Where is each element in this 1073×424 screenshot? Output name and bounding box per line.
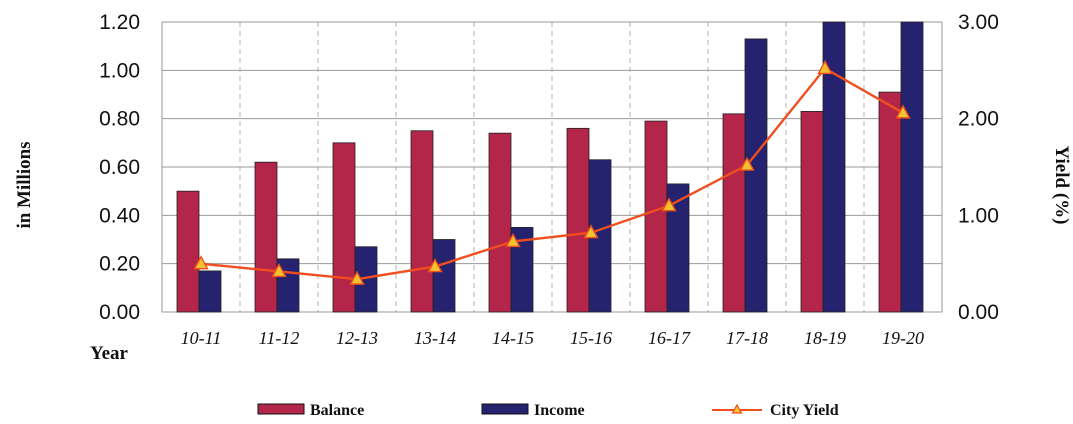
bar-income-10-11 [198, 270, 222, 313]
left-axis-ticks: 0.00 0.20 0.40 0.60 0.80 1.00 1.20 [99, 11, 140, 324]
bar-income-18-19 [822, 21, 846, 313]
y-tick-label: 0.60 [99, 156, 140, 179]
marker-city-yield-19-20 [895, 104, 911, 119]
bar-income-19-20 [900, 21, 924, 313]
x-axis-labels: 10-11 11-12 12-13 13-14 14-15 15-16 16-17 17-18… [181, 328, 924, 348]
y2-tick-label: 1.00 [958, 204, 999, 227]
plot-area [161, 21, 943, 313]
x-tick-label: 15-16 [570, 328, 612, 348]
y-tick-label: 1.00 [99, 59, 140, 82]
legend: Balance Income City Yield [257, 402, 839, 419]
bar-income-17-18 [744, 38, 768, 313]
x-tick-label: 13-14 [414, 328, 456, 348]
x-axis-title: Year [90, 343, 129, 364]
x-tick-label: 10-11 [181, 328, 222, 348]
y-tick-label: 0.20 [99, 253, 140, 276]
x-tick-label: 16-17 [648, 328, 691, 348]
y-tick-label: 0.40 [99, 204, 140, 227]
legend-label-city-yield: City Yield [770, 402, 839, 419]
y-axis-title: in Millions [14, 141, 35, 228]
bar-balance-18-19 [800, 111, 824, 313]
bar-balance-11-12 [254, 161, 278, 313]
x-tick-label: 11-12 [259, 328, 300, 348]
legend-swatch-balance [257, 403, 305, 415]
city-yield-line [193, 59, 911, 285]
marker-city-yield-12-13 [349, 270, 365, 285]
right-axis-ticks: 0.00 1.00 2.00 3.00 [958, 11, 999, 324]
bar-balance-13-14 [410, 130, 434, 313]
bar-balance-14-15 [488, 132, 512, 313]
bar-income-16-17 [666, 183, 690, 313]
y-tick-label: 0.80 [99, 108, 140, 131]
legend-label-balance: Balance [310, 402, 364, 419]
bar-balance-17-18 [722, 113, 746, 313]
marker-city-yield-16-17 [661, 197, 677, 212]
legend-swatch-income [481, 403, 529, 415]
legend-label-income: Income [534, 402, 585, 419]
y2-tick-label: 0.00 [958, 301, 999, 324]
x-tick-label: 12-13 [336, 328, 378, 348]
bar-income-13-14 [432, 239, 456, 313]
y-tick-label: 1.20 [99, 11, 140, 34]
x-tick-label: 17-18 [726, 328, 768, 348]
x-tick-label: 14-15 [492, 328, 534, 348]
marker-city-yield-14-15 [505, 232, 521, 248]
marker-city-yield-10-11 [193, 255, 209, 270]
line-city-yield [200, 66, 904, 281]
marker-city-yield-15-16 [583, 224, 599, 239]
bar-balance-16-17 [644, 120, 668, 313]
bar-balance-10-11 [176, 190, 200, 313]
marker-city-yield-17-18 [739, 156, 755, 171]
y2-tick-label: 3.00 [958, 11, 999, 34]
marker-city-yield-18-19 [817, 59, 833, 75]
marker-city-yield-11-12 [271, 262, 287, 278]
y-tick-label: 0.00 [99, 301, 140, 324]
y2-tick-label: 2.00 [958, 108, 999, 131]
marker-city-yield-13-14 [427, 258, 443, 273]
bars [176, 21, 924, 313]
bar-income-14-15 [510, 227, 534, 313]
bar-balance-12-13 [332, 142, 356, 313]
x-tick-label: 18-19 [804, 328, 846, 348]
y2-axis-title: Yield (%) [1051, 146, 1072, 225]
bar-balance-15-16 [566, 127, 590, 313]
x-tick-label: 19-20 [882, 328, 924, 348]
legend-marker-city-yield [731, 403, 743, 414]
bar-balance-19-20 [878, 91, 902, 313]
